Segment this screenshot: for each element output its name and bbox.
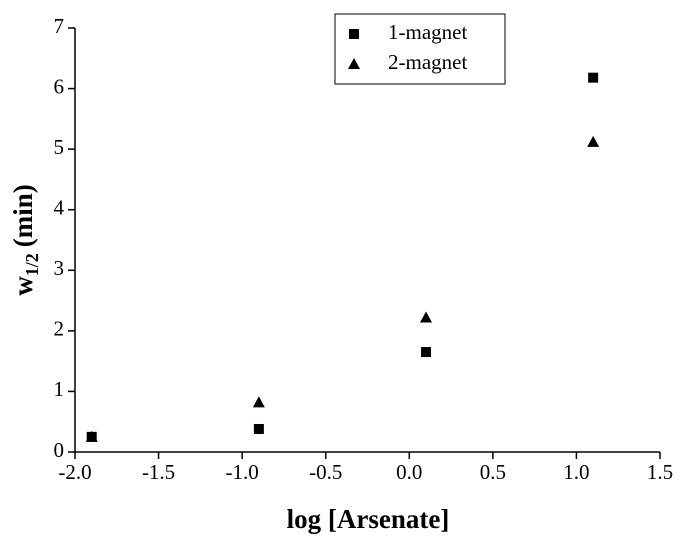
y-tick-label: 4	[54, 196, 65, 220]
x-tick-label: 0.5	[480, 460, 506, 484]
point	[587, 135, 600, 147]
x-tick-label: -2.0	[58, 460, 91, 484]
point	[588, 72, 599, 83]
x-tick-label: 1.0	[563, 460, 589, 484]
y-tick-label: 6	[54, 74, 65, 98]
y-tick-label: 3	[54, 256, 65, 280]
x-axis-label: log [Arsenate]	[287, 504, 450, 534]
x-tick-label: -0.5	[309, 460, 342, 484]
y-tick-label: 2	[54, 317, 65, 341]
y-label-sub: 1/2	[22, 253, 42, 276]
y-tick-label: 0	[54, 438, 65, 462]
x-tick-label: 1.5	[647, 460, 673, 484]
y-tick-label: 5	[54, 135, 65, 159]
legend-label: 2-magnet	[388, 50, 467, 74]
y-label-main: w	[8, 276, 38, 296]
point	[253, 423, 264, 434]
y-label-unit: (min)	[8, 184, 38, 247]
point	[85, 430, 98, 442]
y-axis-label: w1/2 (min)	[8, 184, 42, 296]
x-tick-label: 0.0	[396, 460, 422, 484]
x-tick-label: -1.0	[226, 460, 259, 484]
legend-marker	[348, 58, 360, 69]
legend-label: 1-magnet	[388, 20, 467, 44]
y-tick-label: 7	[54, 14, 65, 38]
point	[420, 311, 432, 323]
x-tick-label: -1.5	[142, 460, 175, 484]
legend-marker	[349, 29, 359, 39]
legend-box	[334, 13, 506, 85]
y-tick-label: 1	[54, 377, 65, 401]
point	[421, 347, 431, 358]
point	[252, 396, 265, 408]
